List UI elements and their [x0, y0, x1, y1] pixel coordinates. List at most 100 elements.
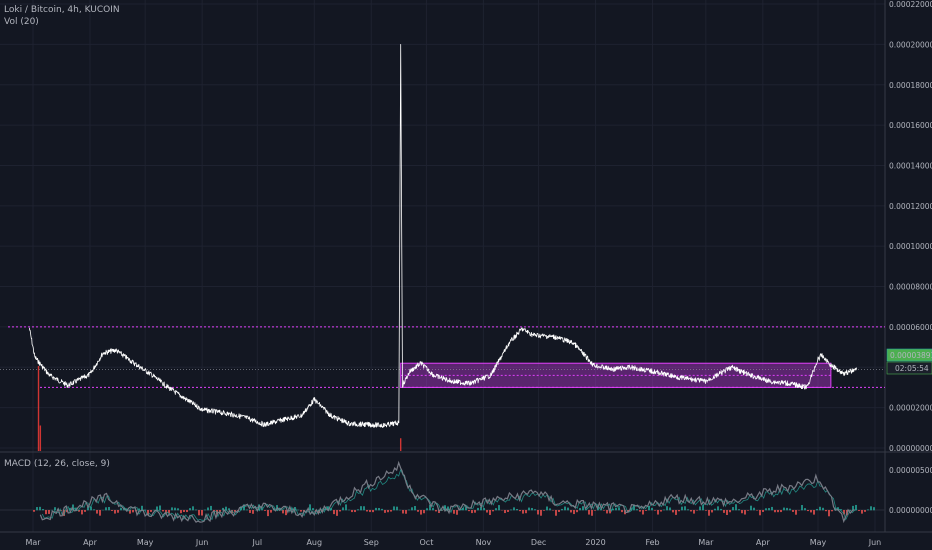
macd-histogram-bar — [786, 507, 788, 511]
macd-histogram-bar — [81, 510, 83, 515]
price-tick-label: 0.00006000 — [889, 323, 932, 332]
macd-histogram-bar — [207, 507, 209, 511]
macd-histogram-bar — [447, 506, 449, 511]
macd-histogram-bar — [474, 510, 476, 513]
macd-histogram-bar — [684, 506, 686, 511]
macd-histogram-bar — [249, 510, 251, 513]
range-annotations — [0, 326, 885, 388]
macd-histogram-bar — [600, 508, 602, 511]
macd-histogram-bar — [819, 506, 821, 511]
macd-histogram-bar — [609, 510, 611, 514]
macd-histogram-bar — [369, 510, 371, 513]
macd-histogram-bar — [270, 510, 272, 513]
macd-histogram-bar — [336, 510, 338, 516]
macd-histogram-bar — [837, 507, 839, 511]
price-tick-label: 0.00002000 — [889, 404, 932, 413]
macd-histogram-bar — [132, 510, 134, 513]
macd-histogram-bar — [606, 510, 608, 514]
macd-histogram-bar — [174, 507, 176, 511]
macd-axis[interactable]: 0.00000500 0.00000000 — [889, 466, 932, 515]
macd-histogram-bar — [522, 510, 524, 514]
macd-histogram-bar — [468, 510, 470, 512]
macd-histogram-bar — [630, 507, 632, 511]
macd-histogram-bar — [582, 506, 584, 511]
macd-histogram-bar — [171, 507, 173, 511]
macd-histogram-bar — [147, 510, 149, 515]
macd-histogram-bar — [351, 510, 353, 513]
macd-histogram-bar — [669, 507, 671, 511]
macd-histogram-bar — [291, 508, 293, 511]
macd-histogram-bar — [639, 510, 641, 512]
macd-histogram-bar — [345, 504, 347, 511]
macd-histogram-bar — [186, 510, 188, 513]
countdown-box — [886, 361, 932, 375]
macd-histogram-bar — [120, 507, 122, 511]
macd-histogram-bar — [738, 509, 740, 511]
price-tick-label: 0.00016000 — [889, 121, 932, 130]
macd-histogram-bar — [813, 510, 815, 515]
macd-histogram-bar — [489, 510, 491, 515]
macd-histogram-bar — [843, 510, 845, 515]
macd-histogram-bar — [828, 510, 830, 517]
macd-histogram-bar — [378, 507, 380, 511]
macd-histogram-bar — [612, 508, 614, 511]
volume-legend[interactable]: Vol (20) — [4, 17, 39, 27]
macd-histogram-bar — [483, 507, 485, 511]
macd-histogram-bar — [816, 508, 818, 511]
time-tick-label: Nov — [476, 538, 492, 547]
macd-histogram-bar — [348, 509, 350, 511]
price-tick-label: 0.00010000 — [889, 242, 932, 251]
price-axis[interactable]: 0.00022000 0.00020000 0.00018000 0.00016000… — [889, 0, 932, 453]
macd-histogram-bar — [357, 509, 359, 511]
macd-histogram-bar — [180, 510, 182, 514]
macd-histogram-bar — [825, 510, 827, 512]
macd-histogram-bar — [810, 510, 812, 513]
macd-histogram-bar — [660, 510, 662, 512]
macd-histogram-bar — [360, 506, 362, 511]
macd-histogram-bar — [405, 510, 407, 514]
macd-histogram-bar — [693, 510, 695, 514]
macd-histogram-bar — [528, 507, 530, 511]
macd-histogram-bar — [252, 510, 254, 514]
macd-histogram-bar — [861, 510, 863, 514]
macd-histogram-bar — [408, 509, 410, 511]
macd-histogram-bar — [636, 509, 638, 511]
time-axis[interactable]: Mar Apr May Jun Jul Aug Sep Oct Nov Dec 2020 Feb Mar… — [25, 538, 881, 547]
macd-histogram-bar — [198, 510, 200, 516]
macd-histogram-bar — [234, 510, 236, 512]
macd-histogram-bar — [564, 506, 566, 511]
macd-histogram-bar — [570, 510, 572, 513]
macd-histogram-bar — [555, 510, 557, 516]
macd-histogram-bar — [645, 510, 647, 511]
macd-histogram-bar — [282, 510, 284, 514]
macd-histogram-bar — [858, 510, 860, 511]
macd-histogram-bar — [84, 510, 86, 512]
macd-histogram-bar — [615, 507, 617, 511]
time-tick-label: Aug — [306, 538, 322, 547]
macd-histogram-bar — [633, 504, 635, 511]
time-tick-label: Apr — [83, 538, 98, 547]
macd-histogram-bar — [675, 510, 677, 515]
macd-histogram-bar — [111, 510, 113, 511]
macd-histogram-bar — [699, 506, 701, 511]
macd-histogram-bar — [99, 510, 101, 516]
macd-histogram-bar — [558, 510, 560, 512]
time-tick-label: Oct — [420, 538, 434, 547]
macd-line — [39, 460, 855, 524]
macd-histogram-bar — [783, 507, 785, 511]
symbol-legend[interactable]: Loki / Bitcoin, 4h, KUCOIN — [4, 5, 120, 15]
macd-histogram-bar — [519, 510, 521, 512]
macd-histogram-bar — [642, 510, 644, 515]
macd-legend[interactable]: MACD (12, 26, close, 9) — [4, 459, 110, 469]
macd-histogram-bar — [696, 510, 698, 511]
macd-histogram-bar — [177, 508, 179, 511]
macd-histogram-bar — [840, 509, 842, 511]
macd-histogram-bar — [36, 507, 38, 511]
macd-histogram-bar — [603, 510, 605, 511]
macd-histogram-bar — [69, 507, 71, 511]
macd-histogram-bar — [189, 508, 191, 511]
macd-histogram-bar — [765, 508, 767, 511]
price-tick-label: 0.00020000 — [889, 40, 932, 49]
